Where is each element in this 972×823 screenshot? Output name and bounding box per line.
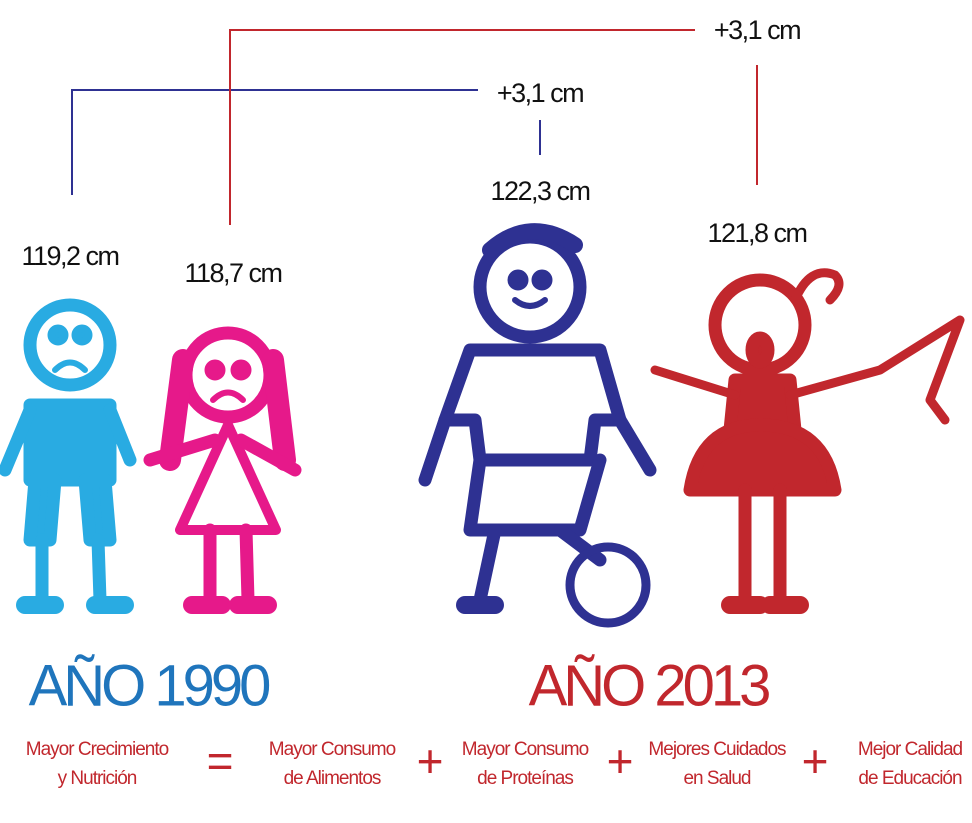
equation-result: y Nutrición bbox=[58, 768, 137, 789]
equation-term: Mejores Cuidados bbox=[648, 739, 786, 760]
boy-1990-figure-part bbox=[30, 480, 110, 540]
infographic: +3,1 cm +3,1 cm 119,2 cm 118,7 cm 122,3 … bbox=[0, 0, 972, 823]
connector-blue-part bbox=[72, 90, 478, 195]
boy-2013-figure-part bbox=[480, 530, 600, 600]
plus-sign: + bbox=[417, 735, 444, 787]
boy-1990-figure-part bbox=[30, 405, 110, 480]
girl-1990-figure-part bbox=[186, 333, 270, 417]
boy-2013-figure bbox=[425, 231, 650, 623]
girl-2013-figure-part bbox=[690, 425, 835, 490]
boy-2013-figure-part bbox=[515, 300, 545, 306]
boy-2013-figure-part bbox=[470, 460, 600, 530]
connector-blue bbox=[72, 90, 540, 195]
equation-term: en Salud bbox=[683, 768, 750, 789]
girl-1990-figure-part bbox=[211, 366, 219, 374]
equation-term: de Educación bbox=[858, 768, 962, 789]
girl-2013-figure-part bbox=[745, 490, 780, 600]
plus-sign: + bbox=[802, 735, 829, 787]
height-label: 121,8 cm bbox=[707, 218, 806, 248]
boy-2013-figure-part bbox=[538, 276, 546, 284]
girl-2013-figure bbox=[655, 273, 960, 605]
equation-term: de Alimentos bbox=[284, 768, 381, 789]
height-label: 119,2 cm bbox=[21, 241, 118, 271]
girl-1990-figure bbox=[150, 333, 295, 605]
equation-result: Mayor Crecimiento bbox=[26, 739, 169, 760]
girl-2013-figure-part bbox=[795, 273, 839, 300]
equation-term: de Proteínas bbox=[477, 768, 573, 789]
difference-label: +3,1 cm bbox=[497, 78, 583, 108]
equation-term: Mayor Consumo bbox=[462, 739, 589, 760]
connector-red-part bbox=[230, 30, 695, 225]
equals-sign: = bbox=[207, 735, 234, 787]
year-label: AÑO 1990 bbox=[29, 653, 270, 718]
boy-2013-figure-part bbox=[514, 276, 522, 284]
boy-2013-figure-part bbox=[570, 547, 646, 623]
equation-term: Mejor Calidad bbox=[858, 739, 963, 760]
boy-1990-figure bbox=[5, 305, 130, 605]
boy-2013-figure-part bbox=[445, 350, 620, 460]
equation-terms: Mayor Consumo de Alimentos Mayor Consumo de… bbox=[269, 735, 963, 789]
boy-1990-figure-part bbox=[54, 331, 62, 339]
boy-2013-figure-part bbox=[425, 420, 650, 480]
boy-1990-figure-part bbox=[30, 305, 110, 385]
year-label: AÑO 2013 bbox=[529, 653, 770, 718]
girl-1990-figure-part bbox=[237, 366, 245, 374]
girl-1990-figure-part bbox=[210, 530, 248, 600]
boy-1990-figure-part bbox=[55, 363, 85, 371]
boy-1990-figure-part bbox=[42, 540, 100, 600]
girl-2013-figure-part bbox=[752, 338, 768, 362]
girl-1990-figure-part bbox=[213, 393, 243, 401]
height-label: 118,7 cm bbox=[184, 258, 281, 288]
plus-sign: + bbox=[607, 735, 634, 787]
difference-label: +3,1 cm bbox=[714, 15, 800, 45]
equation-term: Mayor Consumo bbox=[269, 739, 396, 760]
height-label: 122,3 cm bbox=[490, 176, 589, 206]
boy-1990-figure-part bbox=[78, 331, 86, 339]
